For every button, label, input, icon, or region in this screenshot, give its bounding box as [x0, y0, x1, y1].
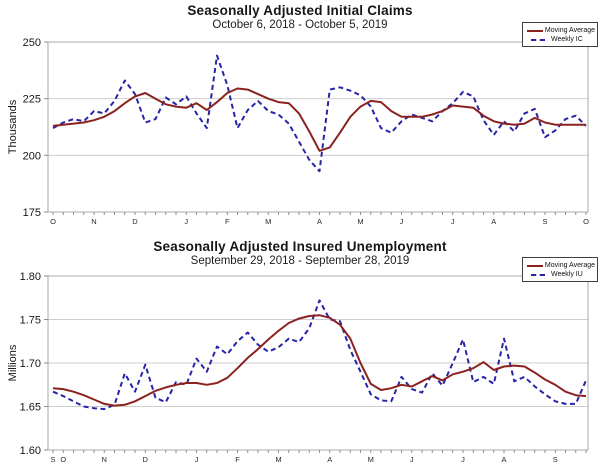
plot-frame [47, 41, 589, 213]
legend-item-weekly-ic: Weekly IC [527, 35, 595, 44]
weekly-series-line [52, 54, 587, 173]
y-axis-tick-label: 250 [23, 37, 41, 49]
x-axis-month-label: F [225, 217, 230, 226]
y-axis-tick-label: 225 [23, 94, 41, 106]
y-axis-tick-label: 1.70 [20, 358, 41, 370]
initial-claims-plot-canvas: 250 225 200 175 O N D J F M A M J J A S O [23, 37, 589, 226]
x-axis-month-label: O [583, 217, 589, 226]
x-axis-month-label: S [553, 455, 558, 464]
x-axis-month-label: J [410, 455, 414, 464]
x-axis-month-label: S [50, 455, 55, 464]
weekly-iu-line-swatch [531, 273, 545, 276]
x-axis-month-label: J [461, 455, 465, 464]
x-axis-month-label: M [265, 217, 271, 226]
x-axis-month-label: J [451, 217, 455, 226]
y-axis-tick-label: 1.80 [20, 271, 41, 283]
x-axis-month-label: N [102, 455, 107, 464]
legend-label-weekly-iu: Weekly IU [551, 271, 583, 278]
insured-unemployment-legend: Moving Average Weekly IU [522, 257, 598, 282]
y-axis-tick-label: 1.75 [20, 315, 41, 327]
x-axis-month-label: O [60, 455, 66, 464]
moving-average-line-swatch [527, 264, 543, 267]
x-axis-month-label: D [132, 217, 138, 226]
x-axis-month-label: J [400, 217, 404, 226]
x-axis-month-label: D [143, 455, 149, 464]
weekly-ic-line-swatch [531, 38, 545, 41]
moving-average-line-swatch [527, 29, 543, 32]
x-axis-month-label: N [91, 217, 96, 226]
legend-label-moving-average: Moving Average [544, 262, 595, 269]
legend-label-moving-average: Moving Average [544, 27, 595, 34]
x-axis-month-label: A [501, 455, 506, 464]
x-axis-month-label: A [317, 217, 322, 226]
legend-item-moving-average: Moving Average [527, 261, 595, 270]
x-axis-month-label: A [327, 455, 332, 464]
chart-block-insured-unemployment: Seasonally Adjusted Insured Unemployment… [0, 236, 600, 472]
initial-claims-subtitle: October 6, 2018 - October 5, 2019 [212, 19, 388, 31]
insured-unemployment-title: Seasonally Adjusted Insured Unemployment [153, 239, 447, 254]
y-axis-tick-label: 1.60 [20, 445, 41, 457]
x-axis-month-label: M [357, 217, 363, 226]
y-axis-tick-label: 175 [23, 207, 41, 219]
insured-unemployment-plot-canvas: 1.801.751.701.651.60S O N D J F M A M J J A S [20, 271, 589, 464]
x-axis-month-label: J [184, 217, 188, 226]
insured-unemployment-subtitle: September 29, 2018 - September 28, 2019 [190, 255, 410, 267]
legend-item-weekly-iu: Weekly IU [527, 270, 595, 279]
x-axis-month-label: M [275, 455, 281, 464]
x-axis-month-label: J [195, 455, 199, 464]
x-axis-month-label: M [368, 455, 374, 464]
initial-claims-title: Seasonally Adjusted Initial Claims [187, 3, 413, 18]
chart-block-initial-claims: Seasonally Adjusted Initial Claims Octob… [7, 3, 598, 226]
legend-label-weekly-ic: Weekly IC [551, 36, 583, 43]
y-axis-tick-label: 200 [23, 150, 41, 162]
weekly-series-line [52, 299, 587, 411]
moving-average-series-line [52, 87, 586, 152]
x-axis-month-label: F [235, 455, 240, 464]
legend-item-moving-average: Moving Average [527, 26, 595, 35]
x-axis-month-label: A [491, 217, 496, 226]
initial-claims-legend: Moving Average Weekly IC [522, 22, 598, 47]
y-axis-tick-label: 1.65 [20, 402, 41, 414]
x-axis-month-label: S [542, 217, 547, 226]
x-axis-month-label: O [50, 217, 56, 226]
moving-average-series-line [52, 314, 587, 407]
